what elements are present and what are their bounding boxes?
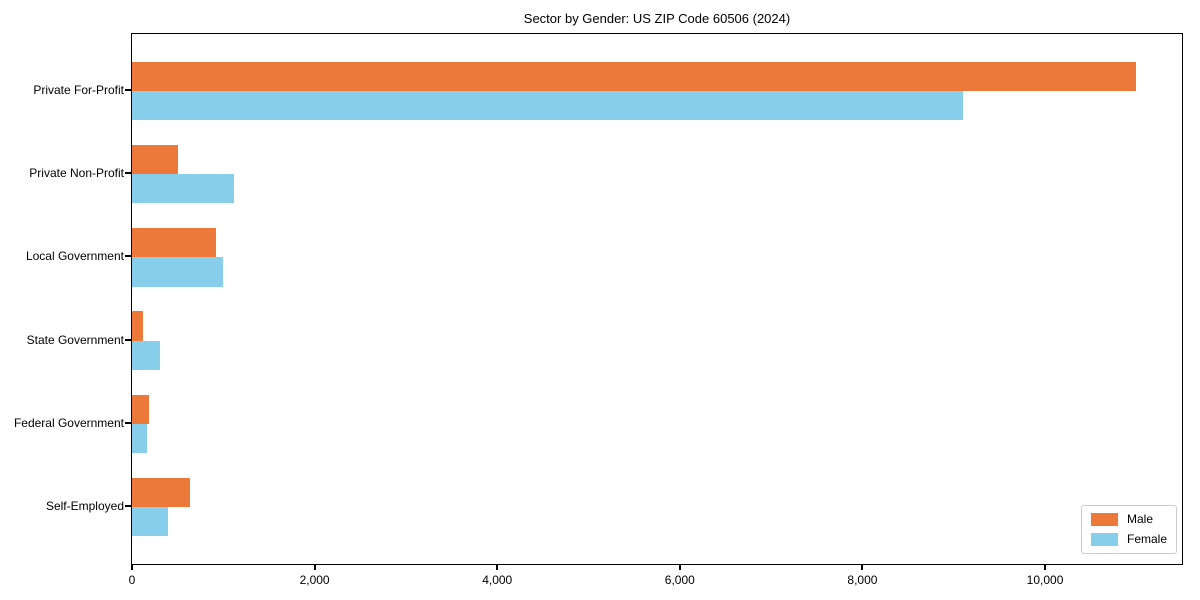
x-tick-label: 6,000 [664,573,695,587]
legend-label-female: Female [1126,532,1167,546]
y-axis-labels: Private For-Profit Private Non-Profit Loca… [0,33,124,565]
bar-female-self-employed [132,506,168,536]
x-tick-label: 8,000 [847,573,878,587]
legend-swatch-female [1090,533,1118,546]
x-tick-mark [678,565,681,570]
x-tick-label: 10,000 [1026,573,1064,587]
y-tick-mark [125,172,131,175]
legend-item-female: Female [1090,532,1167,546]
bar-male-state-government [132,311,143,341]
x-tick-label: 0 [128,573,136,587]
bar-male-local-government [132,228,216,258]
legend-item-male: Male [1090,512,1167,526]
bar-male-private-for-profit [132,62,1136,92]
bar-female-local-government [132,257,223,287]
bar-male-private-non-profit [132,145,178,175]
x-tick-mark [861,565,864,570]
bar-male-self-employed [132,477,190,507]
y-tick-mark [125,338,131,341]
y-tick-mark [125,421,131,424]
y-tick-label: Private Non-Profit [29,166,124,181]
legend-label-male: Male [1126,512,1153,526]
y-tick-label: Self-Employed [45,498,124,513]
plot-area: Male Female [131,33,1183,565]
bar-female-state-government [132,340,160,370]
bar-female-private-for-profit [132,91,963,121]
y-tick-mark [125,89,131,92]
y-tick-label: Local Government [25,249,124,264]
y-tick-label: Private For-Profit [33,83,124,98]
bar-female-federal-government [132,423,147,453]
x-tick-mark [131,565,133,570]
x-tick-mark [313,565,316,570]
chart-title: Sector by Gender: US ZIP Code 60506 (202… [523,11,791,26]
x-tick-mark [496,565,499,570]
y-tick-label: State Government [26,332,124,347]
x-tick-mark [1044,565,1047,570]
x-tick-label: 4,000 [482,573,513,587]
y-tick-mark [125,504,131,507]
legend-swatch-male [1090,513,1118,526]
legend: Male Female [1080,505,1177,554]
x-tick-label: 2,000 [299,573,330,587]
y-tick-label: Federal Government [13,415,124,430]
bar-female-private-non-profit [132,174,234,204]
bar-male-federal-government [132,394,149,424]
y-tick-mark [125,255,131,258]
